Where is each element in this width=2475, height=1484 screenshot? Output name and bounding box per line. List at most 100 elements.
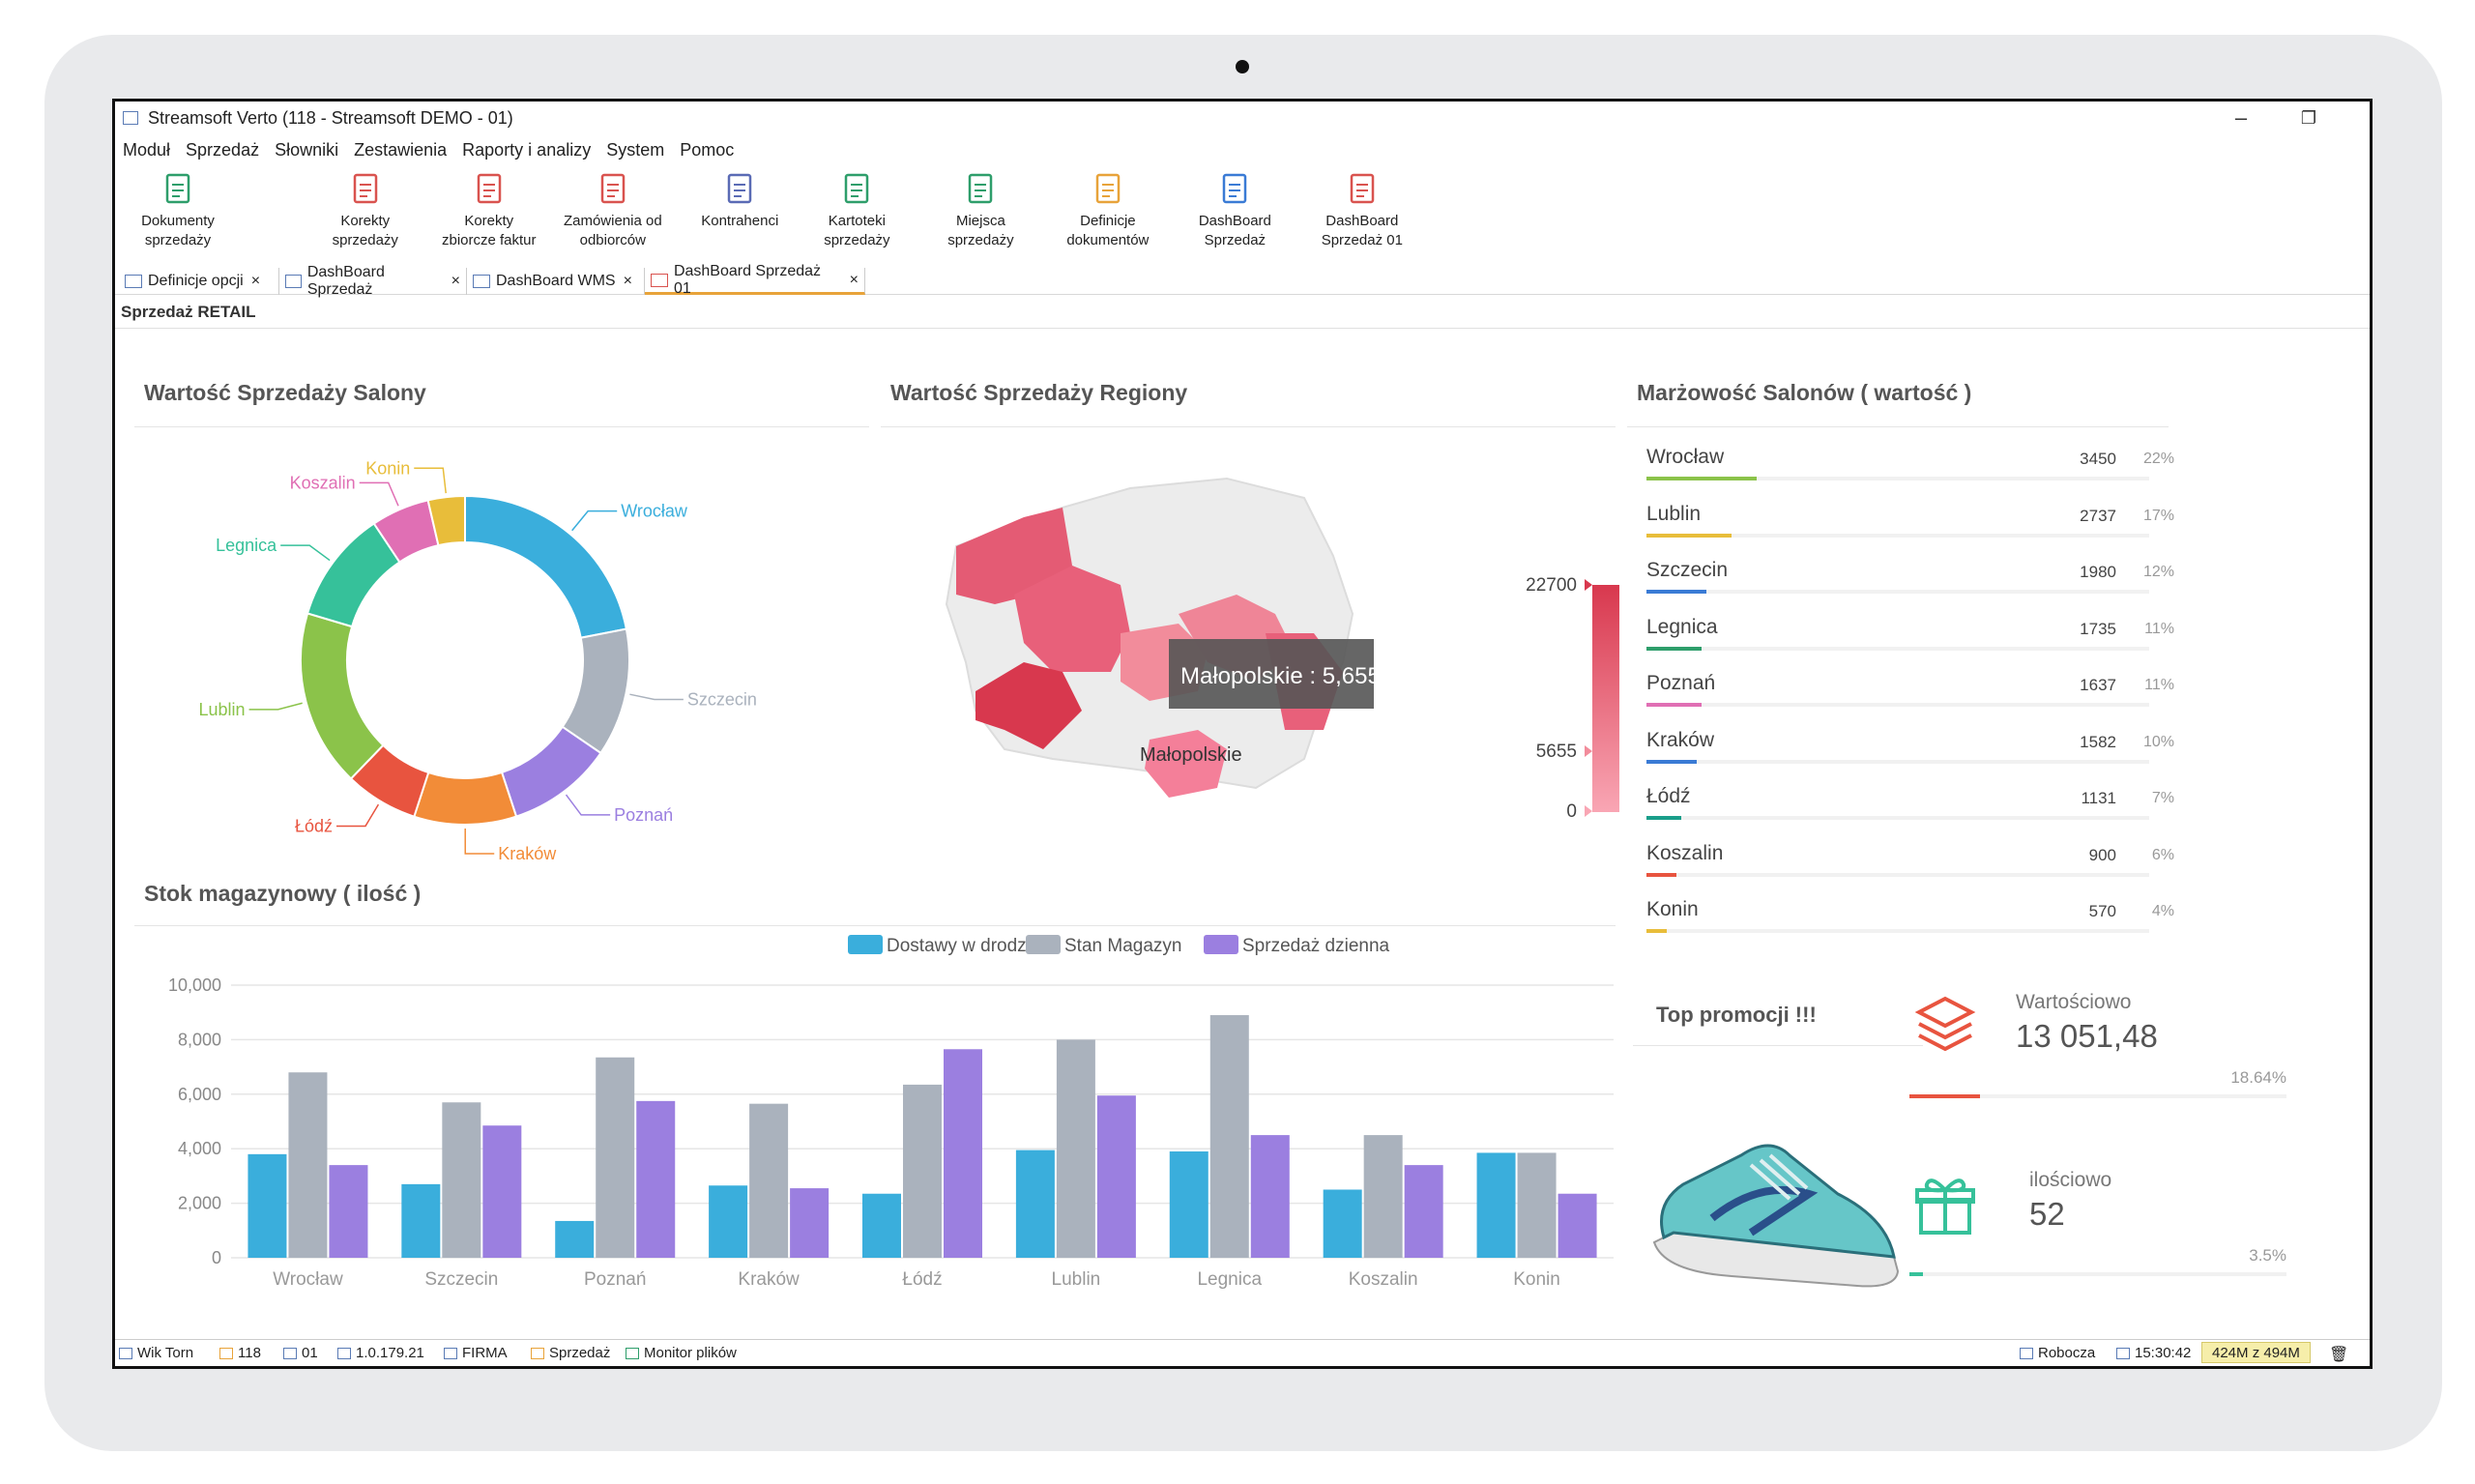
tab-close-icon[interactable]: × xyxy=(849,271,859,288)
donut-slice[interactable] xyxy=(426,494,466,547)
ribbon-label: Korekty xyxy=(340,213,391,229)
status-file-monitor[interactable]: Monitor plików xyxy=(626,1345,737,1361)
menu-item-system[interactable]: System xyxy=(606,139,665,160)
status-text: 424M z 494M xyxy=(2212,1344,2300,1361)
marza-row-bar xyxy=(1646,929,1667,933)
menu-item-raporty[interactable]: Raporty i analizy xyxy=(462,139,592,160)
status-firm[interactable]: FIRMA xyxy=(444,1345,508,1361)
tab-close-icon[interactable]: × xyxy=(451,273,460,289)
legend-label: Dostawy w drodze xyxy=(887,936,1036,956)
map-region-wielkopolskie[interactable] xyxy=(1014,566,1130,672)
ribbon-label: DashBoard xyxy=(1198,213,1271,229)
bar[interactable] xyxy=(329,1165,368,1258)
bar[interactable] xyxy=(482,1125,522,1258)
minimize-button[interactable]: – xyxy=(2234,105,2248,130)
status-branch[interactable]: 01 xyxy=(283,1345,318,1361)
donut-slice[interactable] xyxy=(413,771,518,826)
bar-x-tick: Łódź xyxy=(902,1269,942,1290)
ribbon-button-6[interactable]: Miejsca sprzedaży xyxy=(921,171,1039,258)
tab-close-icon[interactable]: × xyxy=(250,273,261,289)
ribbon-button-2[interactable]: Korekty zbiorcze faktur xyxy=(430,171,548,258)
bar[interactable] xyxy=(709,1185,748,1258)
bar[interactable] xyxy=(1517,1152,1557,1258)
close-button[interactable]: ✕ xyxy=(2343,102,2370,134)
ribbon-button-4[interactable]: Kontrahenci xyxy=(681,171,799,258)
bar[interactable] xyxy=(1558,1193,1597,1258)
maximize-button[interactable]: ❐ xyxy=(2300,107,2317,128)
bar[interactable] xyxy=(555,1220,595,1258)
bar[interactable] xyxy=(1056,1039,1095,1258)
bar[interactable] xyxy=(1323,1189,1362,1259)
marza-row-name: Koszalin xyxy=(1646,841,1724,864)
bar[interactable] xyxy=(442,1102,481,1258)
card-divider xyxy=(1633,1045,1923,1046)
bar[interactable] xyxy=(636,1100,676,1258)
bar[interactable] xyxy=(1015,1149,1055,1258)
map-region-malopolskie[interactable] xyxy=(1145,730,1227,798)
ribbon-button-3[interactable]: Zamówienia od odbiorców xyxy=(554,171,672,258)
database-icon xyxy=(2020,1347,2033,1359)
bar[interactable] xyxy=(1209,1015,1249,1258)
menu-item-slowniki[interactable]: Słowniki xyxy=(275,139,339,160)
bar[interactable] xyxy=(1476,1152,1516,1258)
bar[interactable] xyxy=(862,1193,901,1258)
bar[interactable] xyxy=(248,1153,287,1258)
menu-item-sprzedaz[interactable]: Sprzedaż xyxy=(186,139,260,160)
marza-row-track xyxy=(1646,703,2149,707)
status-user[interactable]: Wik Torn xyxy=(119,1345,193,1361)
legend-label: Sprzedaż dzienna xyxy=(1242,936,1390,956)
map-region-dolnoslaskie[interactable] xyxy=(975,662,1082,749)
status-workspace[interactable]: Robocza xyxy=(2020,1345,2095,1361)
donut-leader-line xyxy=(629,693,684,701)
trash-icon[interactable]: 🗑 xyxy=(2329,1347,2349,1363)
bar[interactable] xyxy=(401,1183,441,1258)
tab-dashboard-sprzedaz[interactable]: DashBoard Sprzedaż × xyxy=(279,264,467,298)
donut-leader-line xyxy=(571,509,618,532)
status-version: 1.0.179.21 xyxy=(337,1345,424,1361)
tab-label: DashBoard WMS xyxy=(496,273,616,289)
donut-slice[interactable] xyxy=(464,494,628,639)
bar[interactable] xyxy=(1096,1095,1136,1258)
ribbon-button-0[interactable]: Dokumenty sprzedaży xyxy=(119,171,237,258)
menu-item-pomoc[interactable]: Pomoc xyxy=(680,139,735,160)
bar[interactable] xyxy=(288,1072,328,1258)
bar-y-tick: 2,000 xyxy=(178,1194,221,1213)
bar[interactable] xyxy=(749,1103,789,1258)
donut-slice[interactable] xyxy=(300,612,385,780)
menu-item-zestawienia[interactable]: Zestawienia xyxy=(354,139,448,160)
status-module[interactable]: Sprzedaż xyxy=(531,1345,610,1361)
donut-leader-line xyxy=(565,794,611,816)
ribbon-button-9[interactable]: DashBoard Sprzedaż 01 xyxy=(1303,171,1421,258)
marza-row-bar xyxy=(1646,816,1682,820)
ribbon-button-8[interactable]: DashBoard Sprzedaż xyxy=(1176,171,1294,258)
tab-definicje-opcji[interactable]: Definicje opcji × xyxy=(119,268,279,295)
marza-row-pct: 11% xyxy=(2144,620,2174,637)
bar[interactable] xyxy=(1169,1151,1208,1258)
marza-row-pct: 12% xyxy=(2142,564,2174,580)
bar[interactable] xyxy=(596,1057,635,1258)
status-company-id[interactable]: 118 xyxy=(219,1345,261,1361)
bar[interactable] xyxy=(903,1084,942,1258)
ribbon-button-1[interactable]: Korekty sprzedaży xyxy=(306,171,424,258)
ribbon-button-7[interactable]: Definicje dokumentów xyxy=(1049,171,1167,258)
tab-dashboard-sprzedaz-01[interactable]: DashBoard Sprzedaż 01 × xyxy=(645,263,865,297)
bar[interactable] xyxy=(1363,1135,1403,1258)
donut-leader-line xyxy=(248,702,303,711)
bar[interactable] xyxy=(1250,1135,1290,1258)
ribbon-button-5[interactable]: Kartoteki sprzedaży xyxy=(798,171,916,258)
status-clock: 15:30:42 xyxy=(2116,1345,2191,1361)
bar[interactable] xyxy=(1404,1165,1443,1258)
company-icon xyxy=(219,1347,233,1359)
tab-close-icon[interactable]: × xyxy=(623,273,632,289)
document-icon xyxy=(165,173,190,204)
status-memory: 424M z 494M xyxy=(2201,1342,2311,1363)
donut-label: Poznań xyxy=(614,805,673,825)
bar[interactable] xyxy=(790,1188,830,1258)
grid-icon xyxy=(125,275,142,288)
menu-item-modul[interactable]: Moduł xyxy=(123,139,171,160)
calendar-icon xyxy=(531,1347,544,1359)
tab-dashboard-wms[interactable]: DashBoard WMS × xyxy=(467,268,645,295)
scale-marker-max xyxy=(1585,579,1592,591)
document-correction-icon xyxy=(353,173,377,204)
bar[interactable] xyxy=(944,1049,982,1258)
